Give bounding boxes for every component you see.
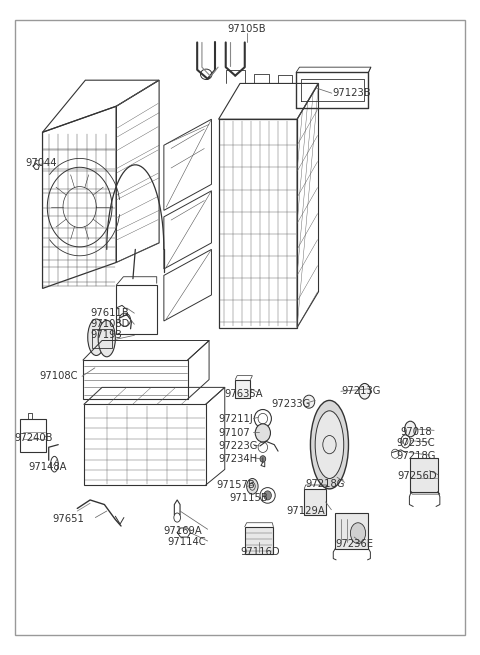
Text: 97157B: 97157B: [216, 480, 255, 490]
Ellipse shape: [315, 411, 344, 479]
Text: 97611B: 97611B: [90, 309, 129, 318]
Ellipse shape: [303, 395, 315, 408]
Text: 97148A: 97148A: [28, 462, 67, 472]
Text: 97116D: 97116D: [240, 547, 280, 557]
Text: 97169A: 97169A: [163, 525, 202, 536]
Text: 97108D: 97108D: [90, 319, 130, 329]
Ellipse shape: [405, 421, 416, 437]
Text: 97218G: 97218G: [396, 451, 435, 461]
Text: 97240B: 97240B: [14, 433, 52, 443]
Text: 97193: 97193: [90, 330, 122, 341]
Text: 97234H: 97234H: [218, 454, 258, 464]
Text: 97108C: 97108C: [39, 371, 78, 381]
Ellipse shape: [260, 456, 266, 462]
Bar: [20, 419, 47, 453]
Bar: [335, 513, 369, 549]
Text: 97044: 97044: [25, 159, 57, 168]
Ellipse shape: [264, 491, 271, 500]
Text: 97213G: 97213G: [341, 386, 380, 396]
Ellipse shape: [98, 320, 115, 357]
Bar: [410, 458, 438, 491]
Ellipse shape: [88, 319, 105, 356]
Text: 97651: 97651: [52, 514, 84, 525]
Text: 97129A: 97129A: [287, 506, 325, 516]
Bar: [304, 489, 325, 515]
Text: 97218G: 97218G: [306, 479, 345, 489]
Text: 97018: 97018: [401, 426, 432, 437]
Text: 97233G: 97233G: [271, 400, 310, 409]
Bar: [235, 379, 251, 398]
Ellipse shape: [359, 383, 371, 399]
Bar: [245, 527, 273, 554]
Text: 97223G: 97223G: [218, 441, 258, 451]
Bar: [92, 329, 112, 348]
Ellipse shape: [350, 523, 366, 544]
Ellipse shape: [311, 400, 348, 489]
Text: 97211J: 97211J: [218, 413, 253, 424]
Text: 97235C: 97235C: [396, 438, 435, 449]
Text: 97635A: 97635A: [225, 389, 264, 399]
Text: 97236E: 97236E: [335, 538, 373, 549]
Text: 97256D: 97256D: [397, 471, 437, 481]
Text: 97115B: 97115B: [229, 493, 268, 503]
Ellipse shape: [255, 424, 270, 442]
Text: 97105B: 97105B: [228, 24, 266, 35]
Bar: [116, 285, 157, 334]
Text: 97123B: 97123B: [333, 88, 372, 98]
Ellipse shape: [247, 479, 258, 494]
Text: 97114C: 97114C: [168, 537, 206, 548]
Text: 97107: 97107: [218, 428, 251, 438]
